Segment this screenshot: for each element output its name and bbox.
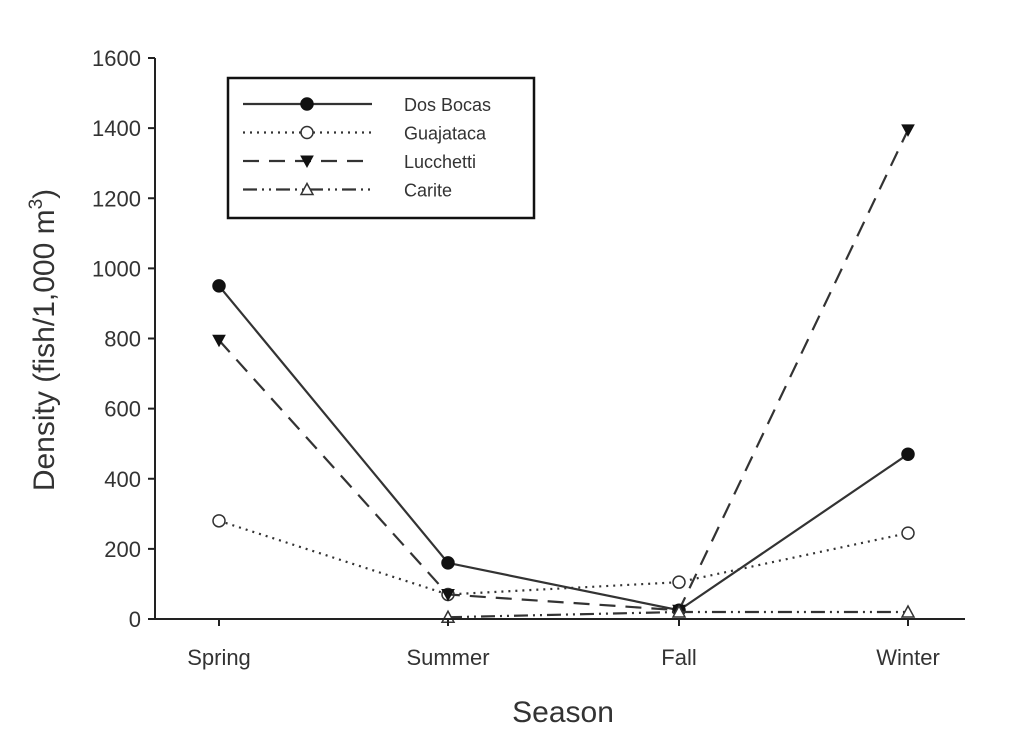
y-axis-title-close: ) — [28, 189, 61, 199]
y-tick-label: 200 — [104, 537, 141, 562]
legend-label: Guajataca — [404, 124, 487, 144]
y-tick-label: 1400 — [92, 116, 141, 141]
data-point — [441, 588, 455, 602]
legend-marker — [300, 97, 314, 111]
y-axis-title-main: Density (fish/1,000 m — [28, 209, 61, 491]
y-tick-label: 1000 — [92, 256, 141, 281]
legend-marker — [300, 125, 314, 140]
legend-marker — [300, 155, 314, 169]
x-tick-label: Summer — [406, 645, 489, 670]
legend-box — [226, 76, 536, 220]
legend: Dos Bocas Guajataca Lucchetti Carite — [226, 76, 536, 220]
data-point — [212, 334, 226, 348]
data-point — [901, 124, 915, 137]
x-axis-title: Season — [512, 696, 614, 729]
series-line — [218, 519, 909, 596]
y-tick-label: 1600 — [92, 46, 141, 71]
y-tick-label: 400 — [104, 467, 141, 492]
legend-label: Dos Bocas — [404, 95, 491, 115]
data-point — [901, 526, 915, 540]
data-point — [441, 556, 455, 570]
series-line — [218, 285, 909, 612]
data-point — [901, 447, 915, 461]
y-axis-title: Density (fish/1,000 m3) — [26, 189, 61, 491]
y-tick-label: 0 — [129, 607, 141, 632]
y-axis-title-superscript: 3 — [26, 199, 47, 210]
y-tick-label: 800 — [104, 327, 141, 352]
x-tick-label: Fall — [661, 645, 696, 670]
x-tick-label: Spring — [187, 645, 251, 670]
legend-label: Carite — [404, 181, 452, 201]
axes: 0 200 400 600 800 1000 1200 1400 1600 Spring Summe… — [92, 46, 965, 670]
x-tick-label: Winter — [876, 645, 940, 670]
data-point — [672, 575, 686, 589]
data-point — [212, 514, 226, 528]
y-tick-label: 600 — [104, 397, 141, 422]
series-line — [218, 129, 909, 612]
legend-label: Lucchetti — [404, 152, 476, 172]
data-point — [671, 604, 687, 618]
plot-area — [212, 124, 916, 623]
y-tick-label: 1200 — [92, 186, 141, 211]
data-point — [212, 279, 226, 293]
data-point — [900, 604, 916, 618]
legend-marker — [299, 181, 315, 196]
